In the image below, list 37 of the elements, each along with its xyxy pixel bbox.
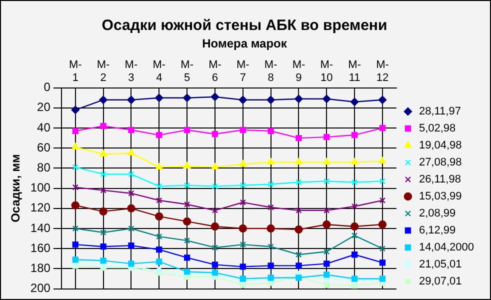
x-tick-label: M-4 — [152, 59, 166, 84]
x-tick-label: M-10 — [320, 59, 334, 84]
legend-label: 2,08,99 — [418, 208, 456, 220]
x-tick-label: M-6 — [208, 59, 222, 84]
x-tick-label: M-7 — [236, 59, 250, 84]
y-tick-label: 180 — [30, 261, 51, 276]
y-tick-label: 140 — [30, 220, 51, 235]
x-tick-label: M-11 — [348, 59, 362, 84]
x-tick-label: M-5 — [180, 59, 194, 84]
legend-label: 6,12,99 — [418, 224, 456, 237]
legend-label: 14,04,2000 — [418, 242, 474, 254]
legend-label: 19,04,98 — [418, 140, 462, 152]
y-tick-label: 40 — [37, 120, 51, 134]
legend-label: 29,07,01 — [418, 276, 462, 288]
x-tick-label: M-1 — [68, 59, 82, 84]
y-tick-label: 200 — [30, 281, 51, 296]
x-tick-label: M-3 — [124, 59, 138, 84]
y-tick-label: 0 — [44, 80, 51, 94]
x-tick-label: M-12 — [376, 59, 390, 84]
x-tick-label: M-9 — [292, 59, 306, 84]
y-axis-title: Осадки, мм — [8, 154, 23, 222]
y-tick-label: 100 — [30, 180, 51, 195]
x-axis-title: Номера марок — [202, 36, 288, 51]
legend-label: 15,03,99 — [418, 190, 462, 203]
y-tick-label: 60 — [37, 140, 51, 154]
y-tick-label: 120 — [30, 200, 51, 215]
x-tick-label: M-8 — [264, 59, 278, 84]
y-tick-label: 160 — [30, 240, 51, 255]
legend-label: 5,02,98 — [418, 122, 456, 135]
x-tick-label: M-2 — [96, 59, 110, 84]
y-tick-label: 20 — [37, 100, 51, 114]
legend-label: 26,11,98 — [418, 174, 461, 186]
chart-title: Осадки южной стены АБК во времени — [102, 17, 388, 34]
legend-label: 27,08,98 — [418, 156, 462, 169]
legend-label: 28,11,97 — [418, 106, 461, 118]
legend-label: 21,05,01 — [418, 258, 462, 271]
y-tick-label: 80 — [37, 160, 51, 175]
